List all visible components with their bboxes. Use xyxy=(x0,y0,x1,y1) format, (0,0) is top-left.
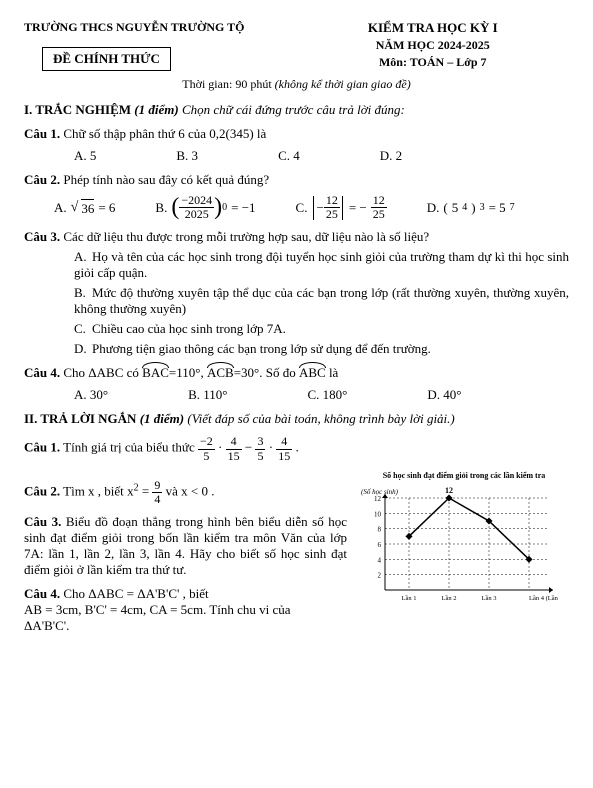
chart-container: Số học sinh đạt điểm giỏi trong các lần … xyxy=(359,471,569,634)
chart-svg: (Số học sinh)2468101212Lần 1Lần 2Lần 3Lầ… xyxy=(359,480,559,610)
s2q3-text: Biểu đồ đoạn thẳng trong hình bên biểu d… xyxy=(24,514,347,577)
q3-text: Các dữ liệu thu được trong mỗi trường hợ… xyxy=(63,229,429,244)
q1-text: Chữ số thập phân thứ 6 của 0,2(345) là xyxy=(63,126,266,141)
school-name: TRƯỜNG THCS NGUYỄN TRƯỜNG TỘ xyxy=(24,20,286,35)
q1-opt-c: C. 4 xyxy=(278,148,300,164)
q1-label: Câu 1. xyxy=(24,126,60,141)
s2-question-3: Câu 3. Biểu đồ đoạn thẳng trong hình bên… xyxy=(24,514,347,578)
q4-opt-c: C. 180° xyxy=(307,387,347,403)
time-note: (không kể thời gian giao đề) xyxy=(275,77,411,91)
svg-text:4: 4 xyxy=(378,556,382,564)
s2q4-l3: ΔA'B'C'. xyxy=(24,618,347,634)
sqrt-icon: √ xyxy=(71,200,79,216)
svg-text:Lần 2: Lần 2 xyxy=(442,595,457,602)
s2q4-l1: Cho ΔABC = ΔA'B'C' , biết xyxy=(63,586,208,601)
q2-label: Câu 2. xyxy=(24,172,60,187)
svg-text:12: 12 xyxy=(374,495,382,503)
section2-title: II. TRẢ LỜI NGẮN (1 điểm) (Viết đáp số c… xyxy=(24,411,569,427)
sec2-points: (1 điểm) xyxy=(140,411,184,426)
q1-opt-d: D. 2 xyxy=(380,148,402,164)
sec1-points: (1 điểm) xyxy=(134,102,178,117)
exam-title: KIỂM TRA HỌC KỲ I xyxy=(297,20,570,36)
sec1-instr: Chọn chữ cái đứng trước câu trả lời đúng… xyxy=(182,102,405,117)
s2-question-2: Câu 2. Tìm x , biết x2 = 94 và x < 0 . xyxy=(24,479,347,506)
exam-year: NĂM HỌC 2024-2025 xyxy=(297,38,570,53)
exam-subject: Môn: TOÁN – Lớp 7 xyxy=(297,55,570,70)
s2q1-label: Câu 1. xyxy=(24,440,60,455)
time-value: 90 phút xyxy=(235,77,271,91)
svg-text:10: 10 xyxy=(374,510,382,518)
section1-title: I. TRẮC NGHIỆM (1 điểm) Chọn chữ cái đứn… xyxy=(24,102,569,118)
time-row: Thời gian: 90 phút (không kể thời gian g… xyxy=(24,77,569,92)
arc-bac: BAC xyxy=(142,365,169,381)
svg-text:Lần 4 (Lần kiểm tra): Lần 4 (Lần kiểm tra) xyxy=(529,595,559,602)
q3-opt-c: C.Chiều cao của học sinh trong lớp 7A. xyxy=(74,321,569,337)
exam-type-box: ĐỀ CHÍNH THỨC xyxy=(42,47,171,71)
q3-label: Câu 3. xyxy=(24,229,60,244)
time-label: Thời gian: xyxy=(182,77,232,91)
q3-opt-a: A.Họ và tên của các học sinh trong đội t… xyxy=(74,249,569,281)
svg-text:12: 12 xyxy=(445,486,453,495)
q4-label: Câu 4. xyxy=(24,365,60,380)
sec1-label: I. TRẮC NGHIỆM xyxy=(24,102,131,117)
svg-text:2: 2 xyxy=(378,571,382,579)
arc-acb: ACB xyxy=(207,365,234,381)
s2-question-4: Câu 4. Cho ΔABC = ΔA'B'C' , biết AB = 3c… xyxy=(24,586,347,634)
s2q4-l2: AB = 3cm, B'C' = 4cm, CA = 5cm. Tính chu… xyxy=(24,602,347,618)
q1-opt-a: A. 5 xyxy=(74,148,96,164)
question-4: Câu 4. Cho ΔABC có BAC=110°, ACB=30°. Số… xyxy=(24,365,569,403)
q2-opt-b: B. ( −20242025 ) 0 = −1 xyxy=(155,194,255,221)
svg-text:8: 8 xyxy=(378,525,382,533)
q2-opt-d: D. (54)3 = 57 xyxy=(427,200,515,216)
q2-text: Phép tính nào sau đây có kết quả đúng? xyxy=(63,172,269,187)
svg-text:Lần 1: Lần 1 xyxy=(402,595,417,602)
svg-text:Lần 3: Lần 3 xyxy=(482,595,497,602)
q3-opt-b: B.Mức độ thường xuyên tập thể dục của cá… xyxy=(74,285,569,317)
s2q4-label: Câu 4. xyxy=(24,586,60,601)
q2-opt-c: C. −1225 = − 1225 xyxy=(296,194,387,221)
q1-opt-b: B. 3 xyxy=(176,148,198,164)
question-3: Câu 3. Các dữ liệu thu được trong mỗi tr… xyxy=(24,229,569,357)
q4-opt-b: B. 110° xyxy=(188,387,227,403)
s2q3-label: Câu 3. xyxy=(24,514,61,529)
s2q2-label: Câu 2. xyxy=(24,483,60,498)
arc-abc: ABC xyxy=(299,365,326,381)
sec2-label: II. TRẢ LỜI NGẮN xyxy=(24,411,136,426)
question-2: Câu 2. Phép tính nào sau đây có kết quả … xyxy=(24,172,569,221)
sec2-instr: (Viết đáp số của bài toán, không trình b… xyxy=(187,411,454,426)
question-1: Câu 1. Chữ số thập phân thứ 6 của 0,2(34… xyxy=(24,126,569,164)
q4-opt-a: A. 30° xyxy=(74,387,108,403)
q3-opt-d: D.Phương tiện giao thông các bạn trong l… xyxy=(74,341,569,357)
svg-text:6: 6 xyxy=(378,541,382,549)
q2-opt-a: A. √36 = 6 xyxy=(54,199,115,217)
s2-question-1: Câu 1. Tính giá trị của biểu thức −25 · … xyxy=(24,435,569,462)
chart-title: Số học sinh đạt điểm giỏi trong các lần … xyxy=(359,471,569,480)
q4-opt-d: D. 40° xyxy=(427,387,461,403)
